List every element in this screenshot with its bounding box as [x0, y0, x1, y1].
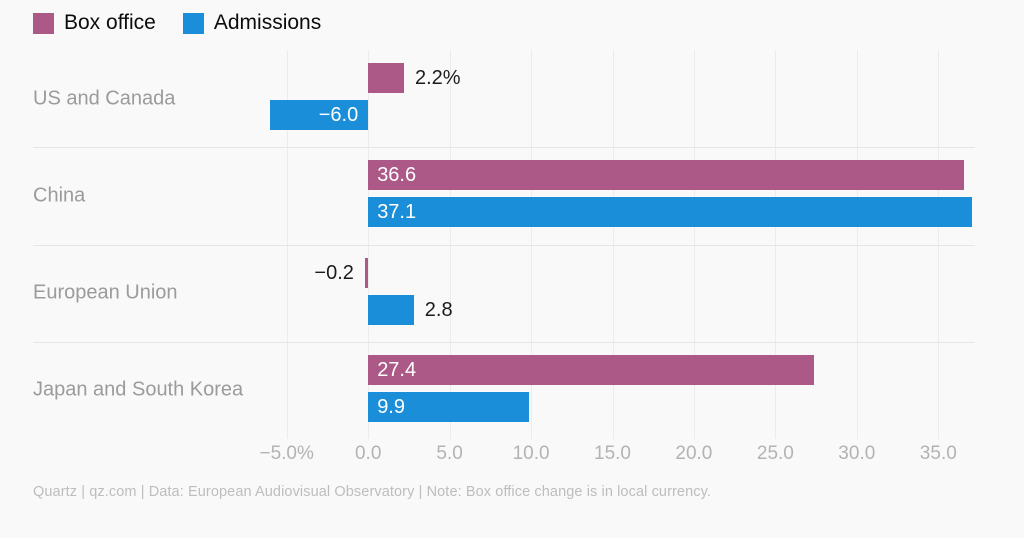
bar-value-label-admissions-china: 37.1: [377, 201, 417, 224]
x-tick-label-0-0: 0.0: [354, 443, 382, 464]
category-label-china: China: [33, 184, 86, 207]
bar-admissions-us-and-canada: [270, 100, 369, 130]
legend-label-admissions: Admissions: [213, 11, 322, 34]
legend-item-admissions: Admissions: [182, 11, 322, 35]
x-tick-label-5-0: 5.0: [436, 443, 463, 464]
x-tick-label-10-0: 10.0: [512, 443, 550, 464]
bar-admissions-european-union: [368, 294, 414, 325]
row-separator: [33, 244, 975, 246]
bar-box-office-japan-and-south-korea: [368, 354, 815, 385]
legend-item-box-office: Box office: [33, 11, 156, 35]
category-label-european-union: European Union: [33, 281, 178, 304]
bar-value-label-admissions-us-and-canada: −6.0: [318, 104, 359, 126]
bar-value-label-box-office-us-and-canada: 2.2%: [415, 67, 461, 89]
bar-box-office-china: [368, 160, 965, 191]
legend: Box office Admissions: [33, 11, 321, 35]
bar-box-office-us-and-canada: [368, 63, 404, 93]
x-tick-label-25-0: 25.0: [756, 443, 794, 464]
category-label-japan-and-south-korea: Japan and South Korea: [33, 378, 244, 401]
bar-box-office-european-union: [364, 257, 369, 288]
x-tick-label-30-0: 30.0: [838, 443, 876, 464]
row-separator: [33, 341, 975, 343]
bar-admissions-china: [368, 197, 973, 228]
x-tick-label-20-0: 20.0: [675, 443, 713, 464]
bar-admissions-japan-and-south-korea: [368, 391, 530, 422]
bar-value-label-box-office-japan-and-south-korea: 27.4: [377, 358, 417, 381]
footer-credit: Quartz | qz.com | Data: European Audiovi…: [33, 484, 712, 500]
legend-label-box-office: Box office: [64, 11, 156, 34]
bar-value-label-box-office-china: 36.6: [377, 164, 417, 187]
plot-area: 2.2% −6.0 36.6 37.1 −0.2 2.8 27.4 9.9: [246, 50, 979, 439]
bar-value-label-admissions-japan-and-south-korea: 9.9: [377, 395, 405, 418]
x-tick-label-15-0: 15.0: [594, 443, 631, 464]
row-separator: [33, 147, 975, 149]
admissions-swatch-icon: [182, 12, 204, 34]
x-tick-label-5-0: −5.0%: [259, 443, 314, 464]
x-tick-label-35-0: 35.0: [919, 443, 957, 464]
bar-value-label-box-office-european-union: −0.2: [314, 261, 354, 284]
box-office-swatch-icon: [33, 12, 54, 34]
bar-value-label-admissions-european-union: 2.8: [424, 298, 453, 321]
category-label-us-and-canada: US and Canada: [33, 87, 176, 110]
